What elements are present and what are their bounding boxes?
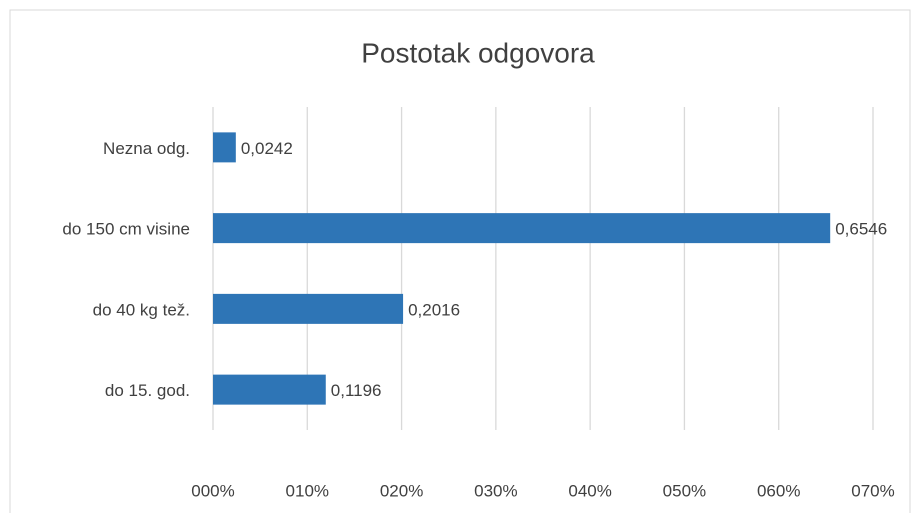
bar bbox=[213, 293, 404, 324]
x-tick-label: 000% bbox=[191, 481, 234, 500]
bar bbox=[213, 374, 326, 405]
data-label: 0,6546 bbox=[835, 220, 887, 239]
x-tick-label: 030% bbox=[474, 481, 517, 500]
y-tick-label: do 150 cm visine bbox=[62, 220, 190, 239]
bar bbox=[213, 132, 236, 163]
x-tick-label: 010% bbox=[286, 481, 329, 500]
data-label: 0,0242 bbox=[241, 139, 293, 158]
data-label: 0,1196 bbox=[331, 381, 382, 400]
chart-title: Postotak odgovora bbox=[361, 37, 595, 68]
x-tick-label: 040% bbox=[568, 481, 611, 500]
data-label: 0,2016 bbox=[408, 300, 460, 319]
y-tick-label: Nezna odg. bbox=[103, 139, 190, 158]
chart-border bbox=[9, 9, 911, 513]
y-tick-label: do 40 kg tež. bbox=[93, 300, 190, 319]
x-tick-label: 070% bbox=[851, 481, 894, 500]
y-tick-label: do 15. god. bbox=[105, 381, 190, 400]
x-tick-label: 060% bbox=[757, 481, 800, 500]
x-tick-label: 050% bbox=[663, 481, 706, 500]
bar bbox=[213, 213, 831, 244]
x-tick-label: 020% bbox=[380, 481, 423, 500]
